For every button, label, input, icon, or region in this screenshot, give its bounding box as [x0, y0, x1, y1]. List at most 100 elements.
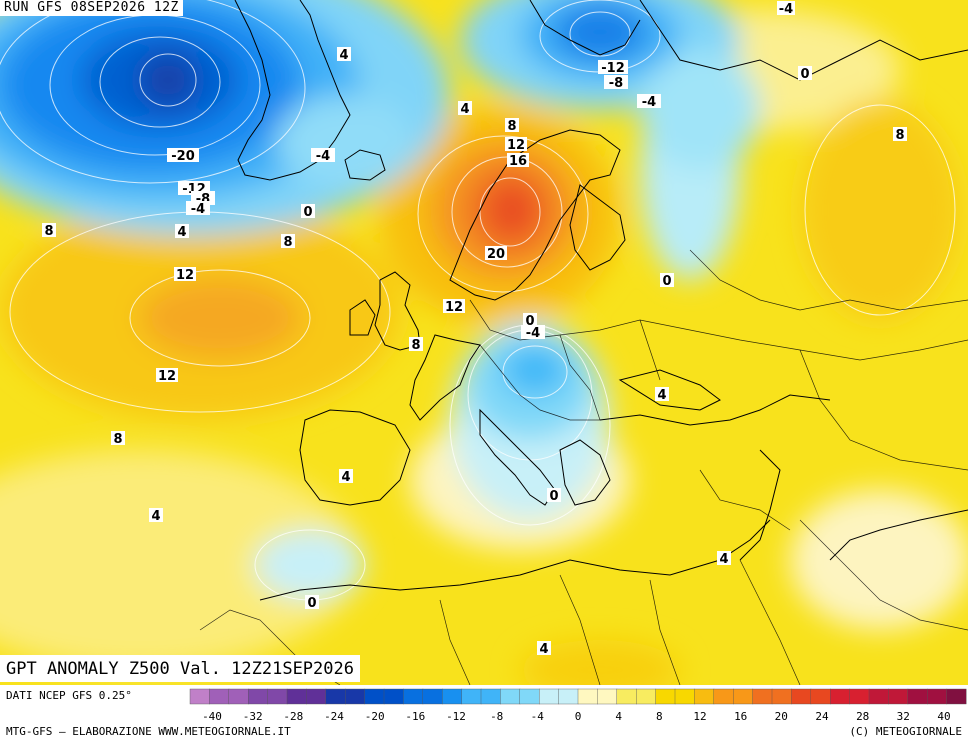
color-scale-tick-label: 32 — [897, 710, 910, 723]
color-scale-swatch — [791, 688, 812, 705]
contour-label-bg — [337, 47, 351, 61]
contour-label-bg — [485, 246, 507, 260]
contour-label-bg — [523, 313, 537, 327]
iceland-coast — [344, 149, 386, 181]
color-scale-swatch — [500, 688, 521, 705]
contour-label: -4 — [186, 201, 210, 217]
color-scale-swatch — [461, 688, 482, 705]
contour-label-bg — [598, 60, 628, 74]
color-scale-swatch — [519, 688, 540, 705]
contour-labels: -4 4 0 -12 -8 -4 4 8 12 16 -20 -4 -12 -8… — [42, 1, 907, 657]
color-scale-tick-label: 16 — [734, 710, 747, 723]
arctic-russia-coast — [639, 0, 968, 81]
contour-label: 8 — [42, 223, 56, 239]
contour-label-bg — [409, 337, 423, 351]
contour-label: 4 — [655, 387, 669, 403]
color-scale-swatch — [306, 688, 327, 705]
color-scale-swatch — [247, 688, 269, 705]
contour-label-bg — [521, 325, 545, 339]
contour-label: 12 — [443, 299, 465, 315]
contour-line — [502, 345, 568, 399]
color-scale-swatch — [868, 688, 889, 705]
color-scale-swatch — [616, 688, 637, 705]
contour-label-text: 4 — [339, 48, 348, 63]
iberia-coast — [299, 409, 411, 506]
contour-label-text: -12 — [601, 61, 625, 76]
color-scale-swatch — [228, 688, 249, 705]
contour-label-text: 0 — [662, 274, 671, 289]
contour-label-bg — [893, 127, 907, 141]
contour-label: 12 — [156, 368, 178, 384]
positive-anomaly-area — [490, 184, 534, 236]
contour-label-text: 0 — [303, 205, 312, 220]
contour-label-bg — [604, 75, 628, 89]
color-scale-swatch — [558, 688, 579, 705]
color-scale-swatch — [597, 688, 618, 705]
contour-label-bg — [156, 368, 178, 382]
levant-coast — [739, 449, 781, 561]
color-scale-tick-label: 0 — [575, 710, 582, 723]
border — [479, 344, 600, 421]
contour-label-text: 8 — [507, 119, 516, 134]
contour-label-bg — [458, 101, 472, 115]
border — [439, 599, 471, 685]
contour-label: 0 — [660, 273, 674, 289]
contour-label-bg — [167, 148, 199, 162]
contour-label-bg — [660, 273, 674, 287]
border — [699, 469, 791, 531]
contour-label-bg — [281, 234, 295, 248]
contour-label: 4 — [337, 47, 351, 63]
color-scale-swatch — [636, 688, 657, 705]
border — [559, 334, 601, 421]
ireland-coast — [349, 299, 376, 336]
contour-label-text: 4 — [539, 642, 548, 657]
color-scale-swatch — [713, 688, 734, 705]
color-scale-swatch — [286, 688, 307, 705]
contour-label: 4 — [537, 641, 551, 657]
black-sea-turkey-coast — [599, 394, 831, 426]
negative-anomaly-area — [275, 95, 415, 185]
contour-label-bg — [547, 488, 561, 502]
contour-label-bg — [311, 148, 335, 162]
contour-label-bg — [111, 431, 125, 445]
color-scale-tick-label: 28 — [856, 710, 869, 723]
contour-label-text: 12 — [176, 268, 194, 283]
contour-line — [804, 104, 956, 316]
map-title: GPT ANOMALY Z500 Val. 12Z21SEP2026 — [0, 655, 360, 682]
contour-line — [129, 269, 311, 367]
color-scale-swatch — [364, 688, 385, 705]
positive-anomaly-area — [520, 640, 680, 685]
border — [649, 579, 681, 685]
contour-label-text: 8 — [44, 224, 53, 239]
contour-label-text: 4 — [657, 388, 666, 403]
contour-label-bg — [443, 299, 465, 313]
border — [799, 349, 968, 471]
contour-label: -4 — [637, 94, 661, 110]
contour-label-bg — [305, 595, 319, 609]
border — [739, 559, 801, 685]
color-scale-swatch — [733, 688, 754, 705]
color-scale-swatch — [189, 688, 210, 705]
color-scale-swatch — [927, 688, 948, 705]
color-scale-swatch — [422, 688, 443, 705]
contour-label-text: 12 — [507, 138, 525, 153]
contour-label-text: 8 — [283, 235, 292, 250]
color-scale-tick-label: -16 — [405, 710, 425, 723]
contour-label-text: 12 — [445, 300, 463, 315]
contour-label-bg — [175, 224, 189, 238]
color-scale-swatch — [539, 688, 560, 705]
color-scale-swatch — [849, 688, 870, 705]
contour-label-bg — [507, 153, 529, 167]
color-scale-tick-label: -8 — [490, 710, 503, 723]
positive-anomaly-area — [800, 100, 960, 320]
color-scale-swatch — [345, 688, 366, 705]
contour-line — [139, 53, 197, 107]
contour-label-text: -8 — [609, 76, 623, 91]
contour-label-bg — [301, 204, 315, 218]
contour-label: 4 — [458, 101, 472, 117]
color-scale-swatch — [830, 688, 851, 705]
contour-label-text: 20 — [487, 247, 505, 262]
contour-label-bg — [174, 267, 196, 281]
contour-label: -20 — [167, 148, 199, 164]
color-scale-swatches — [189, 688, 967, 705]
